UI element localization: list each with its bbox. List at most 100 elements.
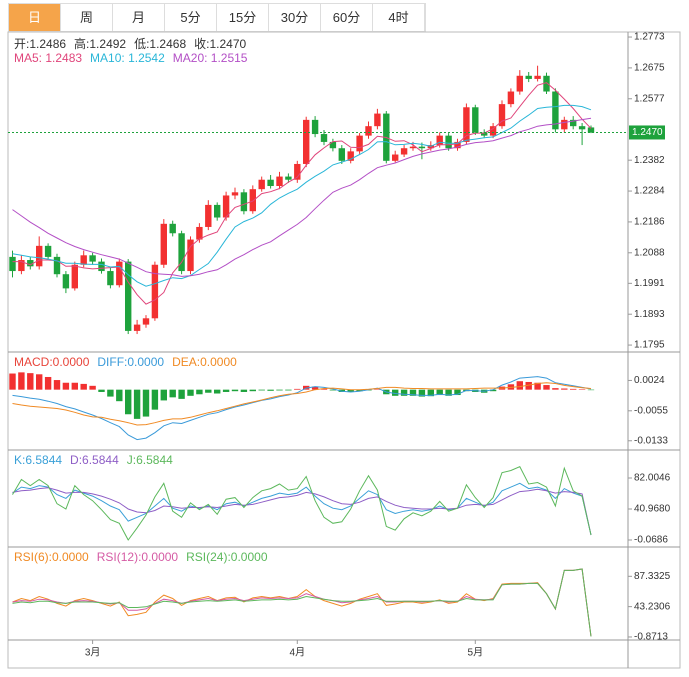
- indicator-line: [12, 466, 592, 541]
- macd-bar: [570, 388, 577, 390]
- macd-bar: [454, 389, 461, 396]
- macd-bar: [71, 382, 78, 390]
- y-tick-label: 1.1795: [634, 340, 665, 351]
- legend-item: 低:1.2468: [134, 37, 186, 51]
- indicator-line: [12, 82, 592, 305]
- candle-body: [18, 260, 25, 272]
- candle-body: [418, 146, 426, 149]
- macd-bar: [151, 389, 159, 410]
- macd-bar: [392, 389, 399, 396]
- indicator-line: [12, 104, 592, 287]
- candle-body: [534, 75, 541, 79]
- macd-bar: [222, 389, 230, 392]
- candle-body: [481, 132, 488, 136]
- macd-bar: [587, 389, 595, 391]
- candle-body: [570, 119, 577, 127]
- macd-bar: [356, 389, 363, 392]
- candle-body: [258, 179, 265, 190]
- last-price-box: [629, 125, 665, 140]
- candle-body: [392, 154, 399, 161]
- candle-body: [267, 179, 274, 187]
- y-tick-label: -0.0686: [634, 535, 668, 546]
- candle-body: [311, 119, 319, 135]
- macd-bar: [418, 389, 426, 397]
- macd-bar: [285, 389, 292, 391]
- macd-bar: [445, 389, 452, 396]
- y-tick-label: -0.8713: [634, 632, 668, 643]
- legend-item: K:6.5844: [14, 453, 62, 467]
- candle-body: [53, 256, 61, 275]
- macd-bar: [160, 389, 167, 401]
- macd-bar: [133, 389, 141, 419]
- frame: [7, 31, 681, 669]
- candle-body: [525, 75, 532, 79]
- y-tick-label: 0.0024: [634, 375, 665, 386]
- period-tab[interactable]: 月: [113, 4, 165, 31]
- candle-body: [44, 245, 52, 257]
- macd-bar: [276, 389, 283, 391]
- candle-body: [142, 318, 150, 325]
- macd-bar: [258, 389, 265, 391]
- period-tab[interactable]: 5分: [165, 4, 217, 31]
- macd-bar: [374, 389, 381, 390]
- macd-bar: [249, 389, 256, 392]
- legend-item: 收:1.2470: [194, 37, 246, 51]
- candle-body: [240, 192, 248, 212]
- macd-bar: [552, 388, 559, 390]
- x-tick-label: 4月: [290, 647, 306, 659]
- macd-bar: [231, 389, 239, 392]
- macd-bar: [320, 388, 328, 390]
- y-tick-label: 1.2773: [634, 32, 665, 43]
- candle-body: [169, 223, 176, 234]
- candle-body: [294, 163, 301, 180]
- candle-body: [36, 245, 43, 267]
- macd-bar: [62, 382, 70, 390]
- legend-item: RSI(12):0.0000: [97, 550, 179, 564]
- period-tab[interactable]: 15分: [217, 4, 269, 31]
- y-tick-label: 1.2284: [634, 186, 665, 197]
- candle-body: [71, 264, 78, 289]
- y-tick-label: 1.2088: [634, 247, 665, 258]
- period-tab[interactable]: 30分: [269, 4, 321, 31]
- period-tab[interactable]: 4时: [373, 4, 425, 31]
- candle-body: [472, 107, 479, 133]
- indicator-line: [12, 482, 592, 536]
- y-tick-label: -0.0133: [634, 435, 668, 446]
- y-tick-label: -0.0055: [634, 405, 668, 416]
- macd-bar: [27, 373, 34, 390]
- macd-bar: [18, 372, 25, 390]
- legend-item: MACD:0.0000: [14, 355, 90, 369]
- candle-body: [338, 148, 345, 161]
- period-tab[interactable]: 60分: [321, 4, 373, 31]
- macd-bar: [205, 389, 212, 393]
- candle-body: [133, 324, 141, 331]
- y-tick-label: 1.2577: [634, 93, 665, 104]
- y-tick-label: 1.2675: [634, 63, 665, 74]
- macd-bar: [116, 389, 123, 402]
- y-tick-label: 40.9680: [634, 504, 671, 515]
- macd-bar: [400, 389, 408, 396]
- y-tick-label: 1.1893: [634, 309, 665, 320]
- macd-bar: [196, 389, 203, 395]
- macd-bar: [36, 374, 43, 390]
- legend-item: MA5: 1.2483: [14, 51, 82, 65]
- candle-body: [62, 274, 70, 289]
- indicator-line: [12, 376, 592, 441]
- legend-item: DEA:0.0000: [172, 355, 237, 369]
- legend-item: J:6.5844: [127, 453, 173, 467]
- macd-bar: [347, 389, 354, 392]
- macd-bar: [107, 389, 114, 397]
- candle-body: [125, 261, 132, 331]
- candle-body: [231, 192, 239, 196]
- period-tab[interactable]: 周: [61, 4, 113, 31]
- legend-item: RSI(24):0.0000: [186, 550, 268, 564]
- macd-bar: [534, 382, 541, 390]
- period-tab[interactable]: 日: [9, 4, 61, 31]
- macd-bar: [525, 381, 532, 390]
- macd-bar: [516, 381, 523, 390]
- last-price-label: 1.2470: [632, 127, 663, 138]
- macd-bar: [53, 380, 61, 390]
- x-tick-label: 3月: [85, 647, 101, 659]
